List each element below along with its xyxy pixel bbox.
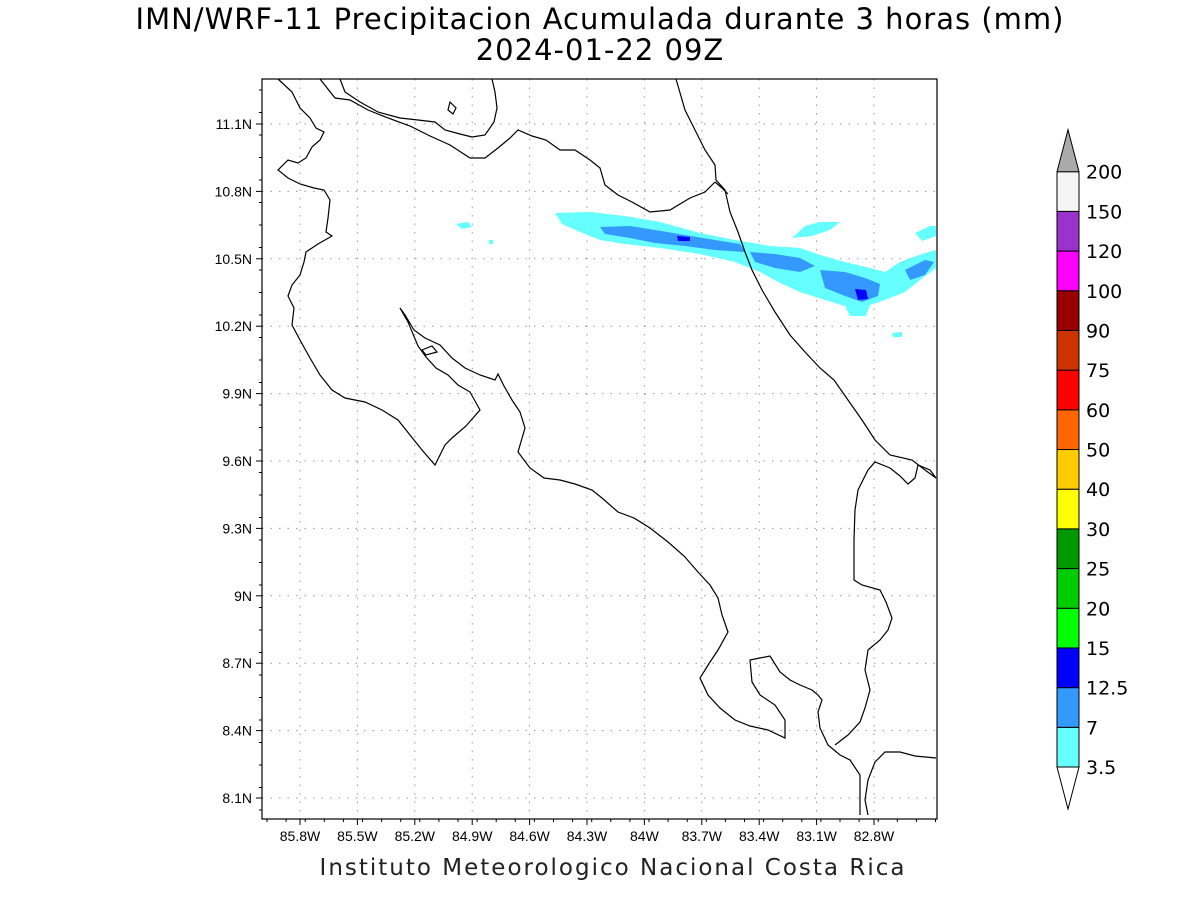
colorbar-swatch	[1056, 409, 1080, 450]
y-tick-label: 10.8N	[215, 183, 252, 199]
colorbar-label: 90	[1086, 320, 1110, 342]
x-tick-label: 85.5W	[337, 828, 378, 844]
colorbar-label: 7	[1086, 717, 1098, 739]
precip-3.5-blob-a	[456, 222, 472, 229]
x-tick-label: 83.4W	[739, 828, 780, 844]
colorbar-label: 200	[1086, 162, 1122, 184]
x-tick-label: 83.1W	[796, 828, 837, 844]
panama-inner-border	[834, 461, 937, 746]
colorbar-swatch	[1056, 329, 1080, 371]
colorbar-label: 150	[1086, 201, 1122, 223]
x-tick-label: 84.9W	[452, 828, 493, 844]
lake-nicaragua-shore	[339, 78, 498, 138]
y-tick-label: 8.1N	[222, 790, 252, 806]
colorbar-label: 25	[1086, 559, 1110, 581]
x-tick-label: 84.3W	[567, 828, 608, 844]
precip-3.5-blob-c	[489, 240, 493, 244]
colorbar: 3.5 7 12.5 15 20 25 30 40 50 60 75 90 100 120 150 200	[1056, 127, 1128, 811]
precipitation-field	[456, 212, 936, 337]
lake-island-1	[447, 100, 457, 115]
map-valid-time: 2024-01-22 09Z	[475, 33, 725, 67]
caribbean-coast	[675, 78, 937, 479]
colorbar-label: 20	[1086, 598, 1110, 620]
colorbar-label: 75	[1086, 360, 1110, 382]
precip-12.5-core-2	[855, 289, 868, 300]
x-tick-label: 85.2W	[395, 828, 436, 844]
precip-3.5-blob-b	[892, 332, 902, 337]
colorbar-swatch	[1056, 290, 1080, 331]
y-tick-label: 10.5N	[215, 251, 252, 267]
colorbar-swatch	[1056, 647, 1080, 689]
colorbar-swatch	[1056, 210, 1080, 252]
latitude-ticks: 11.1N 10.8N 10.5N 10.2N 9.9N 9.6N 9.3N 9N 8.7N 8.…	[215, 89, 262, 811]
colorbar-swatch	[1056, 369, 1080, 411]
map-title: IMN/WRF-11 Precipitacion Acumulada duran…	[135, 2, 1065, 36]
nicaragua-costa-rica-coast	[277, 78, 861, 815]
colorbar-swatch	[1056, 171, 1080, 212]
precip-7-east-edge	[905, 260, 934, 280]
y-tick-label: 8.7N	[222, 655, 252, 671]
y-tick-label: 9.6N	[222, 453, 252, 469]
x-tick-label: 82.8W	[854, 828, 895, 844]
colorbar-label: 3.5	[1086, 757, 1116, 779]
colorbar-swatch	[1056, 250, 1080, 292]
y-tick-label: 10.2N	[215, 318, 252, 334]
y-tick-label: 11.1N	[216, 116, 252, 132]
x-tick-label: 83.7W	[682, 828, 723, 844]
colorbar-label: 15	[1086, 638, 1110, 660]
panama-border	[864, 751, 937, 816]
colorbar-swatch	[1056, 488, 1080, 530]
colorbar-label: 60	[1086, 400, 1110, 422]
footer-credit: Instituto Meteorologico Nacional Costa R…	[319, 855, 907, 881]
y-tick-label: 9.3N	[222, 520, 252, 536]
river-mouth	[714, 181, 729, 195]
colorbar-swatch	[1056, 568, 1080, 609]
colorbar-label: 30	[1086, 519, 1110, 541]
colorbar-swatch	[1056, 607, 1080, 649]
colorbar-swatch	[1056, 528, 1080, 570]
precip-7-band-mid	[750, 252, 815, 272]
precip-7-band-west	[600, 226, 745, 252]
colorbar-label: 100	[1086, 281, 1122, 303]
y-tick-label: 9.9N	[222, 386, 252, 402]
y-tick-label: 8.4N	[222, 723, 252, 739]
colorbar-bottom-arrow	[1056, 766, 1080, 811]
gulf-island-chira	[421, 345, 439, 356]
colorbar-label: 40	[1086, 479, 1110, 501]
san-juan-river	[319, 78, 716, 213]
precip-3.5-east-mid	[792, 222, 840, 238]
colorbar-label: 50	[1086, 440, 1110, 462]
x-tick-label: 85.8W	[280, 828, 321, 844]
colorbar-label: 12.5	[1086, 678, 1128, 700]
colorbar-label: 120	[1086, 241, 1122, 263]
map-frame	[261, 78, 938, 820]
x-tick-label: 84W	[630, 828, 660, 844]
precip-3.5-east-top	[915, 226, 936, 241]
coastlines-borders	[277, 78, 937, 816]
colorbar-swatch	[1056, 687, 1080, 728]
longitude-ticks: 85.8W 85.5W 85.2W 84.9W 84.6W 84.3W 84W 83.7W 83…	[266, 819, 936, 844]
colorbar-top-arrow	[1056, 127, 1080, 173]
map-area	[262, 79, 937, 819]
colorbar-swatch	[1056, 449, 1080, 490]
colorbar-swatch	[1056, 726, 1080, 768]
precip-12.5-core-1	[677, 236, 690, 241]
x-tick-label: 84.6W	[509, 828, 550, 844]
y-tick-label: 9N	[234, 588, 252, 604]
